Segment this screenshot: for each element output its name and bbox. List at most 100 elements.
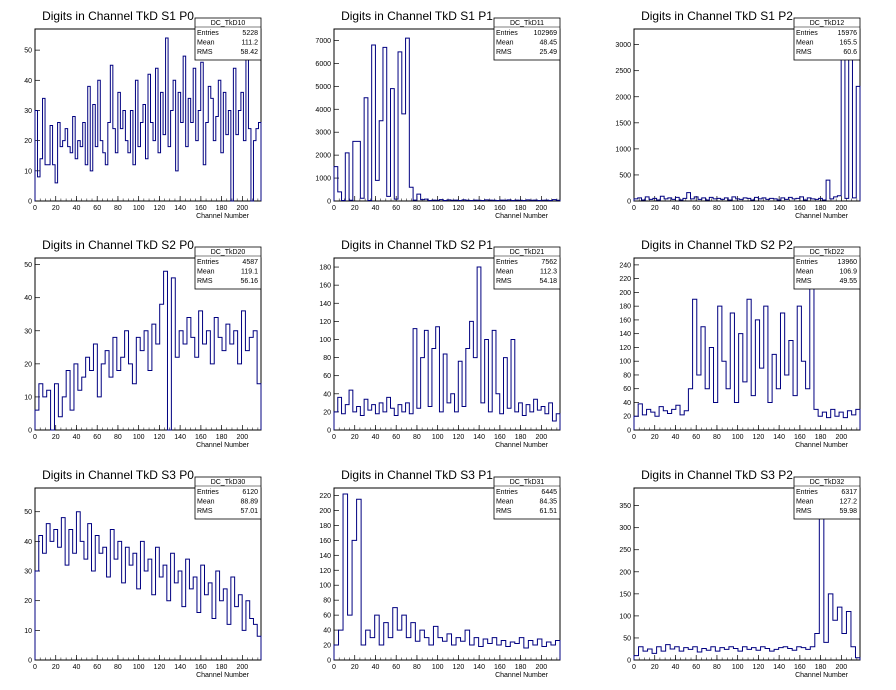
x-tick-label: 160 [494, 205, 506, 212]
x-axis-label: Channel Number [495, 672, 549, 679]
x-tick-label: 140 [174, 205, 186, 212]
stats-value: 119.1 [241, 269, 258, 276]
chart-title: Digits in Channel TkD S1 P1 [341, 9, 493, 23]
y-tick-label: 0 [327, 428, 331, 435]
y-tick-label: 20 [623, 414, 631, 421]
stats-value: 102969 [534, 30, 557, 37]
y-tick-label: 250 [619, 547, 631, 554]
y-tick-label: 6000 [315, 61, 331, 68]
stats-label: Mean [197, 499, 215, 506]
y-tick-label: 160 [319, 538, 331, 545]
stats-name: DC_TkD21 [510, 249, 545, 256]
x-tick-label: 40 [73, 205, 81, 212]
y-tick-label: 140 [319, 301, 331, 308]
stats-label: RMS [197, 508, 213, 515]
stats-box [493, 476, 561, 520]
stats-label: Entries [197, 30, 219, 37]
y-tick-label: 40 [24, 295, 32, 302]
y-tick-label: 40 [623, 400, 631, 407]
y-tick-label: 40 [323, 391, 331, 398]
x-tick-label: 120 [154, 664, 166, 671]
x-tick-label: 20 [651, 434, 659, 441]
x-tick-label: 140 [473, 205, 485, 212]
y-tick-label: 120 [619, 345, 631, 352]
histogram-series-line [333, 493, 561, 660]
y-tick-label: 1500 [615, 120, 631, 127]
stats-box [793, 246, 861, 290]
chart-title: Digits in Channel TkD S1 P2 [641, 9, 793, 23]
stats-value: 15976 [838, 30, 858, 37]
stats-value: 25.49 [539, 49, 557, 56]
x-tick-label: 120 [154, 434, 166, 441]
stats-label: RMS [496, 49, 512, 56]
x-tick-label: 100 [432, 205, 444, 212]
y-tick-label: 3000 [315, 130, 331, 137]
x-tick-label: 100 [133, 434, 145, 441]
x-tick-label: 180 [515, 434, 527, 441]
x-tick-label: 200 [835, 205, 847, 212]
stats-label: Mean [197, 269, 215, 276]
y-tick-label: 0 [627, 428, 631, 435]
y-tick-label: 300 [619, 525, 631, 532]
x-axis-label: Channel Number [795, 672, 849, 679]
stats-box [793, 476, 861, 520]
histogram-series-line [333, 37, 561, 202]
x-tick-label: 40 [73, 664, 81, 671]
stats-value: 6120 [242, 489, 258, 496]
y-tick-label: 80 [323, 355, 331, 362]
histogram-panel: Digits in Channel TkD S3 P00 20 40 60 80 100 1… [24, 468, 262, 679]
stats-value: 6317 [841, 489, 857, 496]
chart-title: Digits in Channel TkD S3 P0 [42, 468, 194, 482]
x-tick-label: 180 [515, 205, 527, 212]
x-tick-label: 80 [713, 434, 721, 441]
x-tick-label: 180 [815, 205, 827, 212]
histogram-panel: Digits in Channel TkD S2 P00 20 40 60 80 100 1… [24, 238, 262, 449]
plot-frame [333, 257, 561, 431]
y-tick-label: 2500 [615, 68, 631, 75]
x-tick-label: 0 [332, 205, 336, 212]
y-tick-label: 0 [28, 428, 32, 435]
histogram-panel: Digits in Channel TkD S1 P00 20 40 60 80 100 1… [24, 9, 262, 220]
x-tick-label: 200 [236, 205, 248, 212]
y-tick-label: 50 [24, 262, 32, 269]
histogram-panel: Digits in Channel TkD S3 P2 0 20 40 60 80 100 1… [619, 468, 861, 679]
y-tick-label: 100 [319, 337, 331, 344]
x-tick-label: 20 [651, 664, 659, 671]
stats-value: 48.45 [539, 40, 557, 47]
x-tick-label: 100 [732, 205, 744, 212]
x-tick-label: 180 [216, 434, 228, 441]
stats-name: DC_TkD12 [810, 20, 845, 27]
y-tick-label: 120 [319, 568, 331, 575]
x-tick-label: 160 [794, 434, 806, 441]
y-tick-label: 40 [24, 539, 32, 546]
stats-value: 165.5 [839, 40, 857, 47]
x-tick-label: 160 [195, 664, 207, 671]
x-axis-label: Channel Number [196, 672, 250, 679]
y-tick-label: 1000 [315, 176, 331, 183]
stats-value: 57.01 [240, 508, 258, 515]
stats-value: 59.98 [839, 508, 857, 515]
histogram-panel: Digits in Channel TkD S1 P1 0 20 40 60 80 100 1… [315, 9, 561, 220]
y-tick-label: 220 [319, 493, 331, 500]
x-tick-label: 40 [372, 205, 380, 212]
x-tick-label: 20 [651, 205, 659, 212]
stats-value: 58.42 [240, 49, 258, 56]
stats-label: Entries [197, 259, 219, 266]
x-tick-label: 40 [372, 434, 380, 441]
stats-name: DC_TkD10 [211, 20, 246, 27]
y-tick-label: 180 [619, 304, 631, 311]
x-tick-label: 60 [692, 434, 700, 441]
x-tick-label: 20 [351, 205, 359, 212]
y-tick-label: 10 [24, 168, 32, 175]
y-tick-label: 240 [619, 262, 631, 269]
x-tick-label: 200 [535, 664, 547, 671]
stats-box [793, 17, 861, 61]
x-tick-label: 60 [392, 434, 400, 441]
x-tick-label: 0 [332, 434, 336, 441]
stats-value: 5228 [242, 30, 258, 37]
histogram-series-line [34, 37, 262, 202]
x-tick-label: 60 [93, 664, 101, 671]
chart-title: Digits in Channel TkD S1 P0 [42, 9, 194, 23]
y-tick-label: 100 [619, 359, 631, 366]
